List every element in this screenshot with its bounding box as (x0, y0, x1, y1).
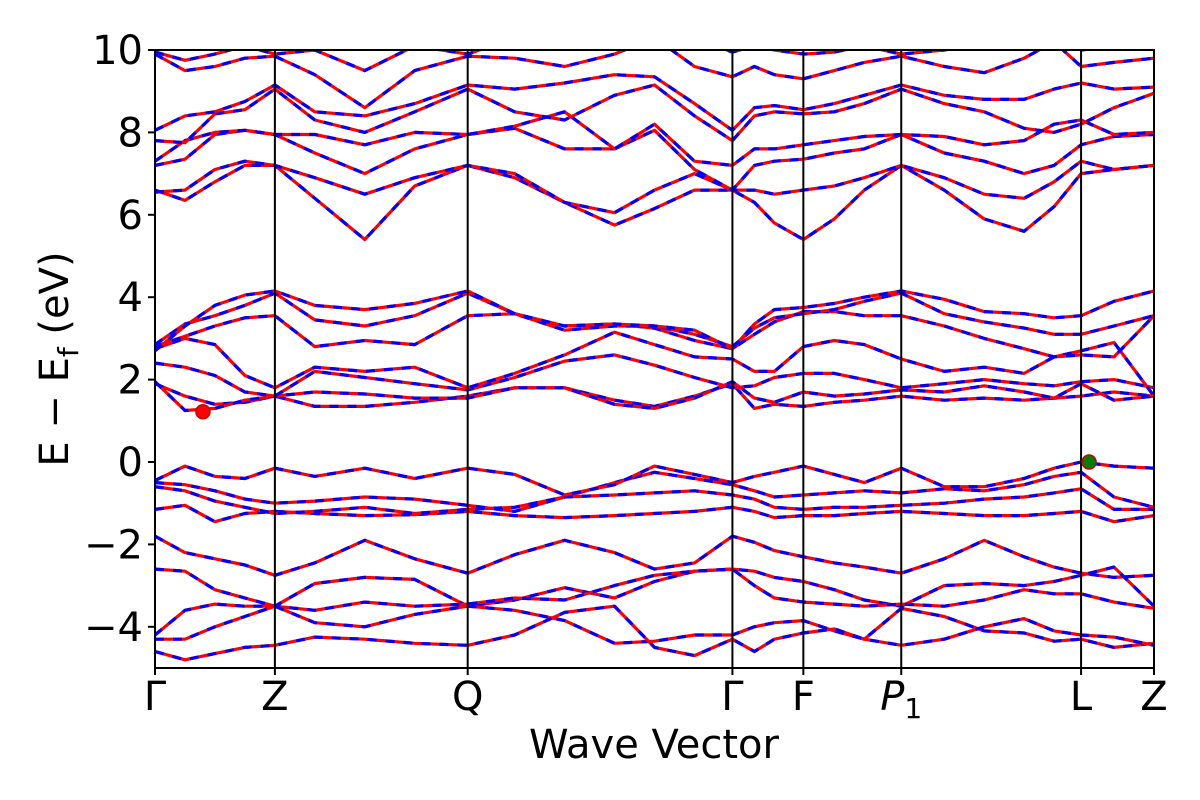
band-17-spin-down (155, 159, 1154, 215)
band-6-spin-down (155, 567, 1154, 637)
band-3-spin-down (155, 460, 1154, 497)
band-7-spin-up (155, 604, 1154, 650)
y-axis-label-unit: (eV) (32, 251, 78, 347)
y-tick-label-5: 6 (118, 193, 143, 239)
band-11-spin-down (155, 353, 1154, 398)
band-18-spin-down (155, 126, 1154, 192)
y-tick-label-7: 10 (92, 28, 143, 74)
marker-vbm (1081, 454, 1097, 470)
band-13-spin-down (155, 310, 1154, 359)
x-tick-label-2: Q (452, 674, 483, 720)
band-15-spin-down (155, 289, 1154, 353)
y-tick-label-1: −2 (84, 522, 143, 568)
band-15-spin-up (155, 289, 1154, 353)
x-tick-label-4: F (792, 674, 815, 720)
band-21-spin-up (155, 73, 1154, 132)
band-5-spin-up (155, 565, 1154, 608)
x-tick-label-5: P1 (880, 674, 922, 725)
x-tick-label-5-main: P (880, 674, 905, 720)
band-3-spin-up (155, 460, 1154, 497)
band-8-spin-up (155, 604, 1154, 662)
x-axis-label: Wave Vector (529, 722, 780, 768)
y-axis-label-main: E − E (32, 357, 78, 467)
band-16-spin-down (155, 163, 1154, 242)
band-6-spin-up (155, 567, 1154, 637)
band-lines (155, 50, 1154, 662)
band-9-spin-down (155, 382, 1154, 410)
band-5-spin-down (155, 565, 1154, 608)
band-19-spin-down (155, 110, 1154, 167)
band-1-spin-down (155, 485, 1154, 516)
x-tick-label-1: Z (261, 674, 288, 720)
band-4-spin-up (155, 534, 1154, 580)
band-22-spin-up (155, 50, 1154, 110)
band-20-spin-down (155, 83, 1154, 145)
band-18-spin-up (155, 126, 1154, 192)
band-7-spin-down (155, 604, 1154, 650)
band-14-spin-down (155, 291, 1154, 349)
y-axis-ticks: −4 −2 0 2 4 6 8 10 (84, 28, 155, 651)
band-12-spin-down (155, 330, 1154, 398)
band-13-spin-up (155, 310, 1154, 359)
y-tick-label-6: 8 (118, 110, 143, 156)
y-axis-label-sub: f (52, 346, 85, 357)
band-edge-markers (195, 403, 1097, 470)
x-tick-label-7: Z (1140, 674, 1167, 720)
x-axis-ticks: Γ Z Q Γ F P1 L Z (144, 668, 1168, 725)
y-axis-label: E − Ef (eV) (32, 251, 85, 466)
y-tick-label-0: −4 (84, 605, 143, 651)
marker-cbm (195, 403, 211, 420)
band-16-spin-up (155, 163, 1154, 242)
y-tick-label-4: 4 (118, 275, 143, 321)
x-tick-label-3: Γ (721, 674, 744, 720)
y-tick-label-3: 2 (118, 358, 143, 404)
band-21-spin-down (155, 73, 1154, 132)
y-tick-label-2: 0 (118, 440, 143, 486)
x-tick-label-6: L (1070, 674, 1093, 720)
band-10-spin-down (155, 380, 1154, 413)
band-2-spin-up (155, 470, 1154, 513)
high-symmetry-lines (273, 50, 1083, 668)
plot-frame (154, 49, 1155, 669)
band-23-spin-up (155, 50, 1095, 73)
x-tick-label-5-sub: 1 (904, 692, 922, 725)
x-tick-label-0: Γ (144, 674, 167, 720)
band-4-spin-down (155, 534, 1154, 580)
band-22-spin-down (155, 50, 1154, 110)
